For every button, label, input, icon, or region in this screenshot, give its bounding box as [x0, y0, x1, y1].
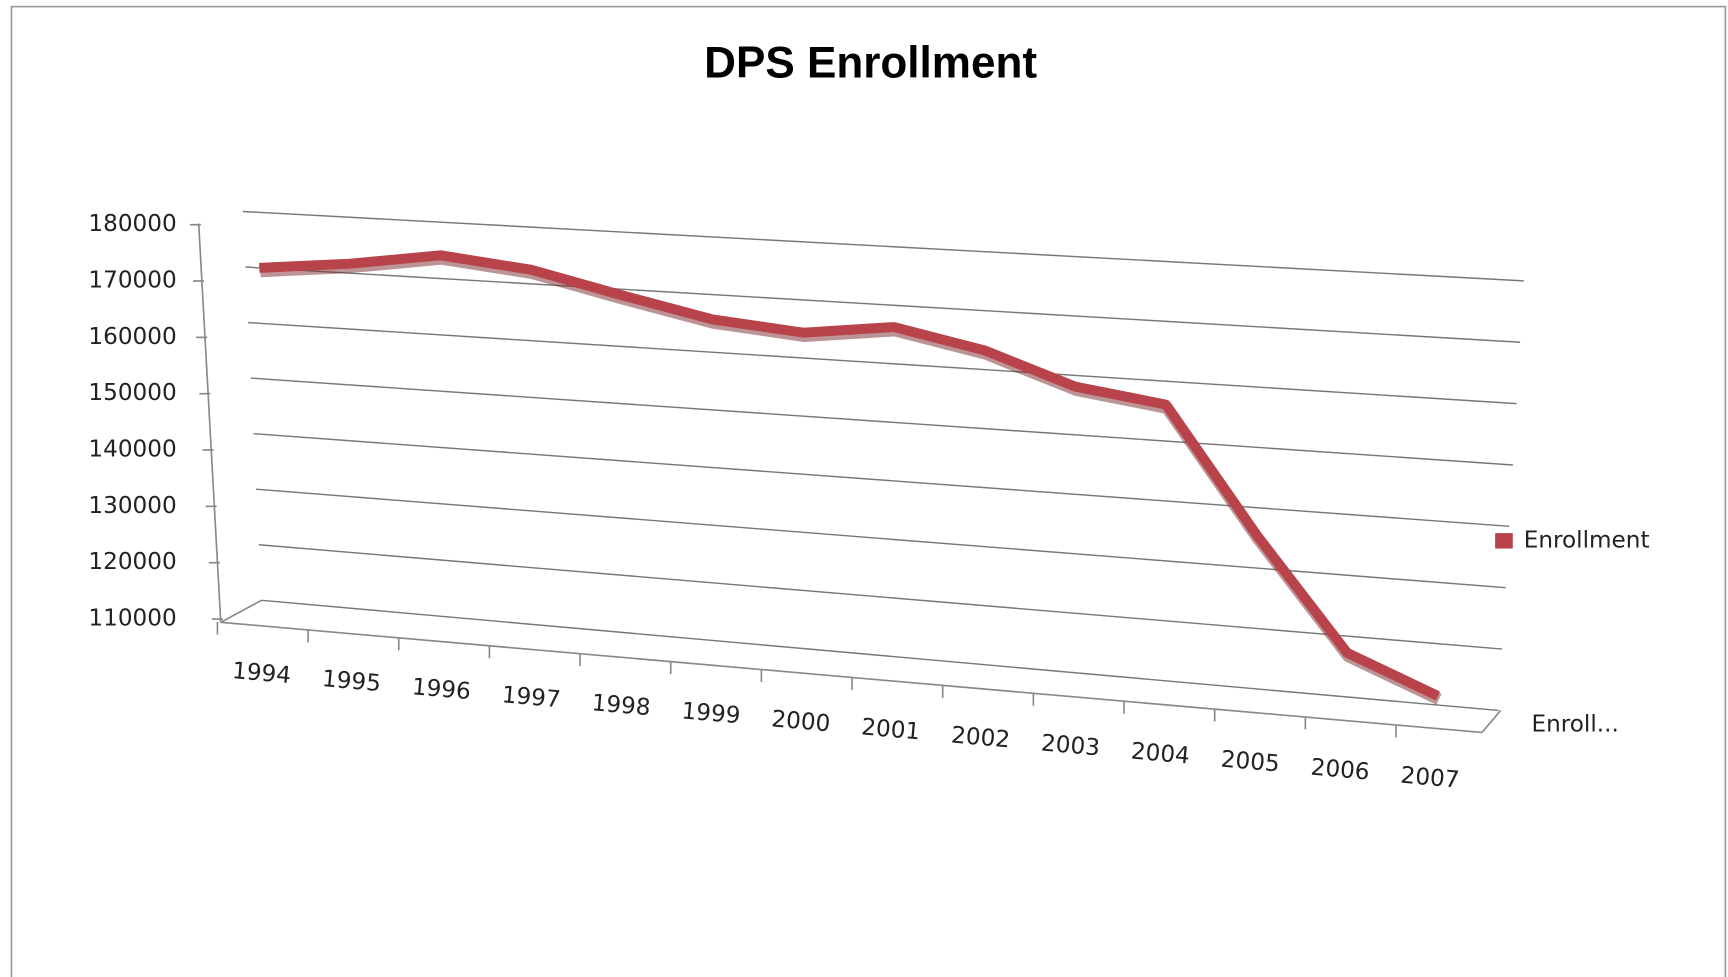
x-tick-label: 2007: [1400, 763, 1461, 794]
x-tick-label: 1996: [411, 674, 472, 705]
y-tick-label: 170000: [88, 268, 176, 294]
y-tick-label: 120000: [88, 549, 176, 575]
x-tick-label: 2004: [1130, 738, 1191, 769]
x-tick-label: 1994: [231, 658, 292, 689]
x-tick-label: 1995: [321, 666, 382, 697]
x-tick-label: 2002: [950, 722, 1011, 753]
y-tick-label: 110000: [88, 606, 176, 632]
y-tick-label: 140000: [88, 437, 176, 463]
legend-label: Enrollment: [1524, 527, 1650, 553]
x-tick-label: 2006: [1310, 755, 1371, 786]
x-tick-label: 2001: [860, 714, 921, 745]
plot: [259, 250, 1442, 705]
series-line: [259, 250, 1440, 701]
y-tick-label: 180000: [88, 211, 176, 237]
grid-line: [261, 599, 1499, 712]
back-wall: [242, 210, 1524, 712]
depth-axis-label: Enroll...: [1531, 711, 1618, 737]
y-tick-label: 160000: [88, 324, 176, 350]
grid-line: [248, 321, 1517, 405]
x-tick-label: 1997: [501, 682, 562, 713]
legend-swatch: [1495, 533, 1513, 549]
x-tick-label: 2000: [770, 706, 831, 737]
grid-line: [256, 488, 1506, 589]
grid-line: [250, 377, 1513, 466]
grid-line: [245, 266, 1521, 343]
chart-title: DPS Enrollment: [704, 39, 1037, 88]
grid-line: [258, 544, 1503, 650]
x-tick-label: 1998: [591, 690, 652, 721]
y-tick-label: 150000: [88, 380, 176, 406]
axes: 110000 120000 130000 140000 150000 160000 1700…: [88, 211, 1502, 794]
y-tick-label: 130000: [88, 493, 176, 519]
x-tick-label: 2005: [1220, 747, 1281, 778]
chart-border: [10, 5, 1727, 977]
x-tick-label: 2003: [1040, 730, 1101, 761]
x-tick-label: 1999: [680, 698, 741, 729]
y-axis-line: [197, 223, 222, 623]
depth-edge: [1481, 709, 1502, 734]
depth-edge: [220, 599, 262, 624]
grid-line: [253, 432, 1510, 528]
grid-line: [242, 210, 1524, 282]
